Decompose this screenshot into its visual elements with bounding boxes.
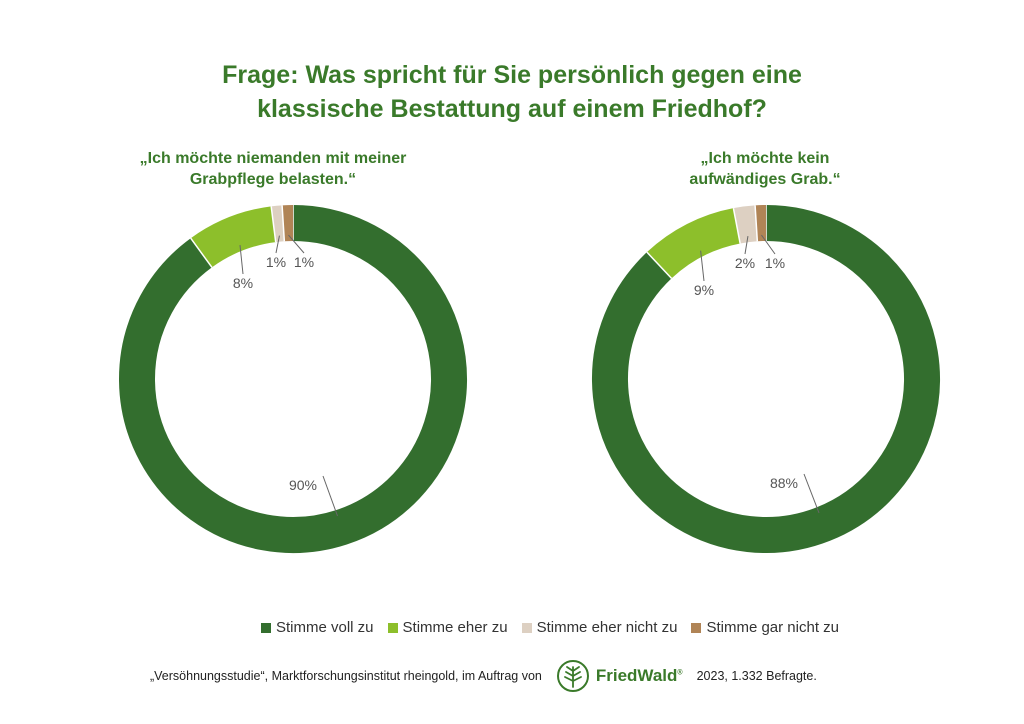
chart-2-slice-1 [592,205,940,553]
legend-item-eher-zu: Stimme eher zu [387,619,508,636]
legend-item-eher-nicht-zu: Stimme eher nicht zu [521,619,678,636]
chart-title: Frage: Was spricht für Sie persönlich ge… [0,58,1024,126]
chart-1-slice-3 [271,205,285,243]
chart-2-leader-4 [761,234,776,255]
chart-2-separator-2 [646,251,673,279]
chart-1-leader-3 [275,235,280,254]
chart-title-line-1: Frage: Was spricht für Sie persönlich ge… [222,61,802,89]
chart-title-line-2: klassische Bestattung auf einem Friedhof… [257,95,767,123]
chart-2-subtitle-line-1: „Ich möchte kein [700,150,830,167]
chart-1-subtitle: „Ich möchte niemanden mit meiner Grabpfl… [98,148,448,190]
footer-source: „Versöhnungsstudie“, Marktforschungsinst… [150,669,542,683]
chart-2-slice-2 [646,208,741,279]
tree-icon [556,660,589,692]
legend-swatch-voll-zu [260,622,271,633]
chart-1-leader-4 [288,234,305,254]
chart-1-subtitle-line-1: „Ich möchte niemanden mit meiner [139,150,407,167]
legend-label-voll-zu: Stimme voll zu [275,619,374,636]
chart-2-subtitle-line-2: aufwändiges Grab.“ [689,171,841,188]
chart-1-slice-1 [119,205,467,553]
legend: Stimme voll zu Stimme eher zu Stimme ehe… [0,619,1024,636]
legend-item-voll-zu: Stimme voll zu [260,619,374,636]
chart-1-leader-1 [322,475,338,517]
chart-2-leader-1 [803,473,820,514]
chart-2-slice-3 [733,205,758,244]
chart-1-separator-2 [190,237,213,268]
chart-1-subtitle-line-2: Grabpflege belasten.“ [189,171,357,188]
chart-2-leader-2 [700,250,705,282]
chart-1-label-3: 1% [266,254,286,270]
chart-1-label-4: 1% [294,254,314,270]
chart-1-separator-4 [281,205,286,242]
legend-label-gar-nicht-zu: Stimme gar nicht zu [706,619,839,636]
chart-2-label-4: 1% [765,255,785,271]
chart-2-label-3: 2% [735,255,755,271]
logo-registered-mark: ® [677,669,683,677]
logo-wordmark: FriedWald [595,666,678,685]
footer-note: 2023, 1.332 Befragte. [696,669,817,683]
legend-swatch-eher-nicht-zu [521,622,532,633]
chart-2-leader-3 [744,236,749,255]
footer: „Versöhnungsstudie“, Marktforschungsinst… [150,658,817,694]
chart-1-label-2: 8% [233,275,253,291]
chart-1-slice-2 [190,206,277,268]
chart-2-separator-3 [732,207,741,244]
friedwald-logo: FriedWald® [556,659,683,693]
chart-2-label-1: 88% [770,475,798,491]
legend-item-gar-nicht-zu: Stimme gar nicht zu [691,619,839,636]
chart-2-separator-4 [754,205,759,242]
chart-1-leader-2 [239,245,244,275]
legend-swatch-eher-zu [387,622,398,633]
legend-swatch-gar-nicht-zu [691,622,702,633]
legend-label-eher-nicht-zu: Stimme eher nicht zu [536,619,678,636]
chart-2-label-2: 9% [694,282,714,298]
chart-1-separator-3 [270,206,277,243]
chart-1-label-1: 90% [289,477,317,493]
legend-label-eher-zu: Stimme eher zu [402,619,508,636]
chart-2-subtitle: „Ich möchte kein aufwändiges Grab.“ [640,148,890,190]
logo-text: FriedWald® [596,666,683,686]
